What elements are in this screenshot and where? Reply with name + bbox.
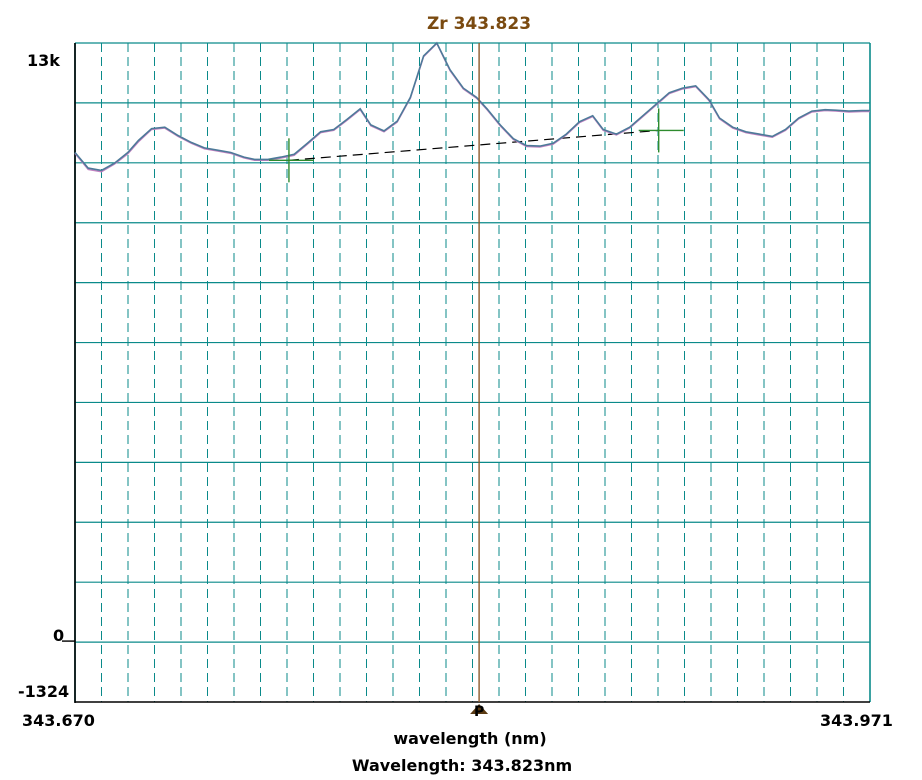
y-tick-label-top: 13k	[27, 51, 60, 70]
x-axis-label: wavelength (nm)	[393, 729, 546, 748]
baseline-cursor-right[interactable]	[638, 108, 684, 153]
baseline-cursor-left[interactable]	[268, 138, 314, 183]
x-tick-label-max: 343.971	[820, 711, 893, 730]
y-tick-label-min: -1324	[18, 682, 69, 701]
peak-marker-triangle-icon[interactable]	[470, 704, 489, 714]
peak-marker-label: P	[474, 704, 484, 720]
wavelength-readout: Wavelength: 343.823nm	[352, 756, 572, 775]
chart-title: Zr 343.823	[427, 14, 531, 34]
y-tick-label-zero: 0	[53, 626, 64, 645]
spectrum-line-b	[74, 41, 870, 172]
grid	[62, 42, 871, 703]
x-tick-label-min: 343.670	[22, 711, 95, 730]
baseline-line	[288, 129, 659, 161]
